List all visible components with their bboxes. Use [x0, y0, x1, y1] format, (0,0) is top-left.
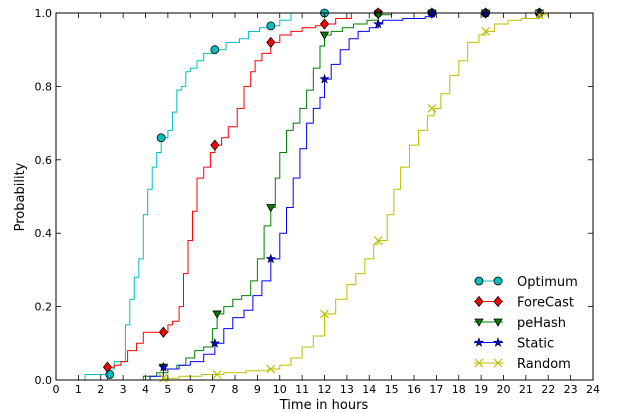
- data-point-random: [266, 364, 276, 374]
- y-axis-label: Probability: [13, 162, 28, 231]
- data-point-random: [158, 373, 168, 383]
- legend-marker-pehash: [493, 318, 503, 327]
- legend-marker-optimum: [474, 276, 484, 286]
- x-tick-label: 20: [497, 383, 511, 396]
- x-tick-label: 6: [187, 383, 194, 396]
- data-point-forecast: [319, 18, 330, 30]
- legend-label-forecast: ForeCast: [517, 296, 574, 311]
- x-tick-label: 5: [164, 383, 171, 396]
- data-point-forecast: [102, 361, 112, 373]
- x-tick-label: 21: [519, 383, 533, 396]
- x-tick-label: 24: [586, 383, 600, 396]
- data-point-forecast: [158, 326, 168, 338]
- legend-label-static: Static: [517, 337, 554, 352]
- data-point-random: [212, 370, 222, 379]
- x-tick-label: 7: [209, 383, 216, 396]
- data-point-optimum: [210, 45, 220, 55]
- data-point-random: [427, 103, 437, 113]
- y-tick-label: 0.2: [35, 301, 53, 314]
- data-point-static: [319, 73, 330, 84]
- y-tick-label: 1.0: [35, 7, 53, 20]
- y-tick-label: 0.0: [35, 374, 53, 387]
- series-line-forecast: [107, 12, 593, 380]
- data-point-optimum: [156, 133, 166, 143]
- x-tick-label: 10: [273, 383, 287, 396]
- data-point-static: [265, 253, 276, 264]
- x-tick-label: 11: [295, 383, 309, 396]
- x-tick-label: 23: [564, 383, 578, 396]
- legend: Optimum ForeCast peHash Static Random: [473, 275, 578, 372]
- x-tick-label: 22: [541, 383, 555, 396]
- plot-area: [84, 7, 593, 383]
- x-tick-label: 4: [142, 383, 149, 396]
- x-tick-label: 15: [385, 383, 399, 396]
- x-tick-label: 17: [429, 383, 443, 396]
- data-point-pehash: [373, 11, 383, 20]
- x-axis-label: Time in hours: [279, 398, 369, 413]
- x-tick-label: 19: [474, 383, 488, 396]
- x-tick-label: 3: [120, 383, 127, 396]
- axes: 0 1 2 3 4 5 6 7 8 9 10 11 12 13 14 15 16 17 18 19 20 21 22 23 24…: [35, 7, 601, 396]
- y-tick-label: 0.4: [35, 227, 53, 240]
- data-point-static: [158, 361, 169, 372]
- data-point-static: [373, 18, 384, 29]
- legend-marker-static: [473, 337, 485, 347]
- data-point-pehash: [266, 204, 276, 213]
- data-point-random: [534, 10, 544, 20]
- data-point-pehash: [319, 31, 330, 40]
- x-tick-label: 0: [53, 383, 60, 396]
- x-tick-label: 2: [97, 383, 104, 396]
- data-point-random: [481, 26, 491, 36]
- x-tick-label: 14: [362, 383, 376, 396]
- x-tick-label: 12: [318, 383, 332, 396]
- legend-label-optimum: Optimum: [517, 275, 578, 290]
- y-tick-label: 0.6: [35, 154, 53, 167]
- legend-marker-forecast: [474, 295, 484, 308]
- x-tick-label: 18: [452, 383, 466, 396]
- legend-marker-random: [474, 358, 484, 368]
- data-point-forecast: [266, 36, 276, 49]
- x-tick-label: 9: [254, 383, 261, 396]
- legend-label-pehash: peHash: [517, 316, 566, 331]
- data-point-forecast: [210, 139, 220, 151]
- data-point-pehash: [212, 310, 222, 319]
- x-tick-label: 1: [75, 383, 82, 396]
- series-line-random: [162, 12, 593, 380]
- legend-marker-optimum: [493, 276, 503, 286]
- data-point-static: [209, 337, 221, 348]
- legend-marker-random: [493, 358, 503, 368]
- series-line-optimum: [84, 12, 593, 380]
- legend-label-random: Random: [517, 357, 571, 372]
- data-point-random: [373, 236, 383, 245]
- x-tick-label: 8: [232, 383, 239, 396]
- y-tick-label: 0.8: [35, 80, 53, 93]
- x-tick-label: 16: [407, 383, 421, 396]
- data-point-optimum: [266, 21, 276, 31]
- data-point-random: [320, 309, 329, 319]
- legend-marker-pehash: [474, 318, 484, 327]
- legend-marker-static: [492, 337, 504, 347]
- legend-marker-forecast: [493, 295, 503, 308]
- series-line-static: [149, 12, 593, 380]
- x-tick-label: 13: [340, 383, 354, 396]
